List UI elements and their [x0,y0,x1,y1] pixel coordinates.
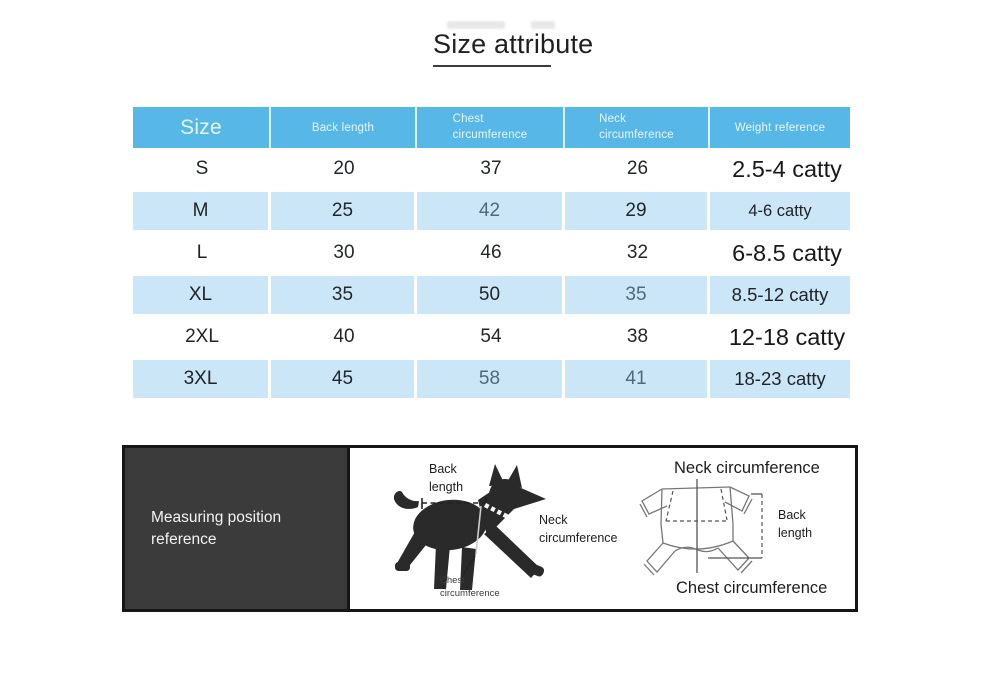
cell-neck: 29 [565,190,710,232]
neck-collar-line [483,503,514,521]
cell-neck: 32 [626,242,649,263]
dog-chest-circumference-label: Chest circumference [440,575,500,600]
garment-neck-circumference-label: Neck circumference [674,459,820,477]
measuring-label-cell: Measuring position reference [125,448,350,609]
measuring-illustrations: Back length Neck circumference Chest cir… [350,448,855,609]
header-weight-reference: Weight reference [710,107,850,148]
cell-chest: 37 [480,158,502,179]
chest-measure-line [475,505,482,555]
garment-outline [639,486,753,576]
cell-neck: 38 [626,326,649,347]
cell-weight: 8.5-12 catty [710,274,850,316]
cell-weight: 6-8.5 catty [732,239,842,266]
cell-weight: 4-6 catty [710,190,850,232]
cell-back-length: 35 [271,274,417,316]
dog-silhouette-illustration [393,464,546,590]
table-row-xl: XL 35 50 35 8.5-12 catty [133,274,850,316]
cell-chest: 46 [480,242,502,263]
header-neck-label: Neck circumference [599,112,674,141]
cell-weight: 18-23 catty [710,358,850,400]
size-attribute-table: Size Back length Chest circumference Neck… [133,107,850,400]
cell-size: 3XL [133,358,271,400]
table-header-row: Size Back length Chest circumference Neck… [133,107,850,148]
garment-back-length-label: Back length [778,508,813,540]
table-row-2xl: 2XL 40 54 38 12-18 catty [133,316,850,358]
dog-neck-circumference-label: Neck circumference [539,513,618,545]
cell-back-length: 25 [271,190,417,232]
chest-pointer-line [462,555,476,576]
cell-chest: 54 [480,326,502,347]
measuring-label: Measuring position reference [151,508,282,548]
cell-neck: 26 [626,158,649,179]
header-back-length: Back length [271,107,417,148]
table-row-s: S 20 37 26 2.5-4 catty [133,148,850,190]
cell-size: S [195,158,209,179]
header-back-length-label: Back length [311,121,375,134]
header-size: Size [133,107,271,148]
cell-back-length: 20 [333,158,355,179]
header-neck-circumference: Neck circumference [565,107,710,148]
cell-size: XL [133,274,271,316]
header-chest-label: Chest circumference [452,112,528,141]
garment-chest-circumference-label: Chest circumference [676,579,828,597]
table-row-3xl: 3XL 45 58 41 18-23 catty [133,358,850,400]
cell-weight: 12-18 catty [728,323,846,350]
header-size-label: Size [180,115,222,139]
cell-weight: 2.5-4 catty [732,155,842,182]
cell-neck: 35 [565,274,710,316]
cell-size: 2XL [185,326,219,347]
measuring-position-panel: Measuring position reference [122,445,858,612]
garment-outline-illustration [639,479,763,576]
table-row-m: M 25 42 29 4-6 catty [133,190,850,232]
page-title: Size attribute [433,29,594,59]
cell-chest: 50 [417,274,565,316]
dog-body-shape [393,464,546,590]
cell-back-length: 40 [333,326,355,347]
dog-back-length-label: Back length [429,462,464,494]
cell-size: L [196,242,208,263]
cell-size: M [133,190,271,232]
title-underline [433,65,551,67]
cell-back-length: 30 [333,242,355,263]
cell-chest: 42 [417,190,565,232]
header-weight-label: Weight reference [734,121,826,134]
cell-back-length: 45 [271,358,417,400]
table-row-l: L 30 46 32 6-8.5 catty [133,232,850,274]
cell-neck: 41 [565,358,710,400]
cell-chest: 58 [417,358,565,400]
header-chest-circumference: Chest circumference [417,107,565,148]
garment-measure-lines [696,479,762,573]
